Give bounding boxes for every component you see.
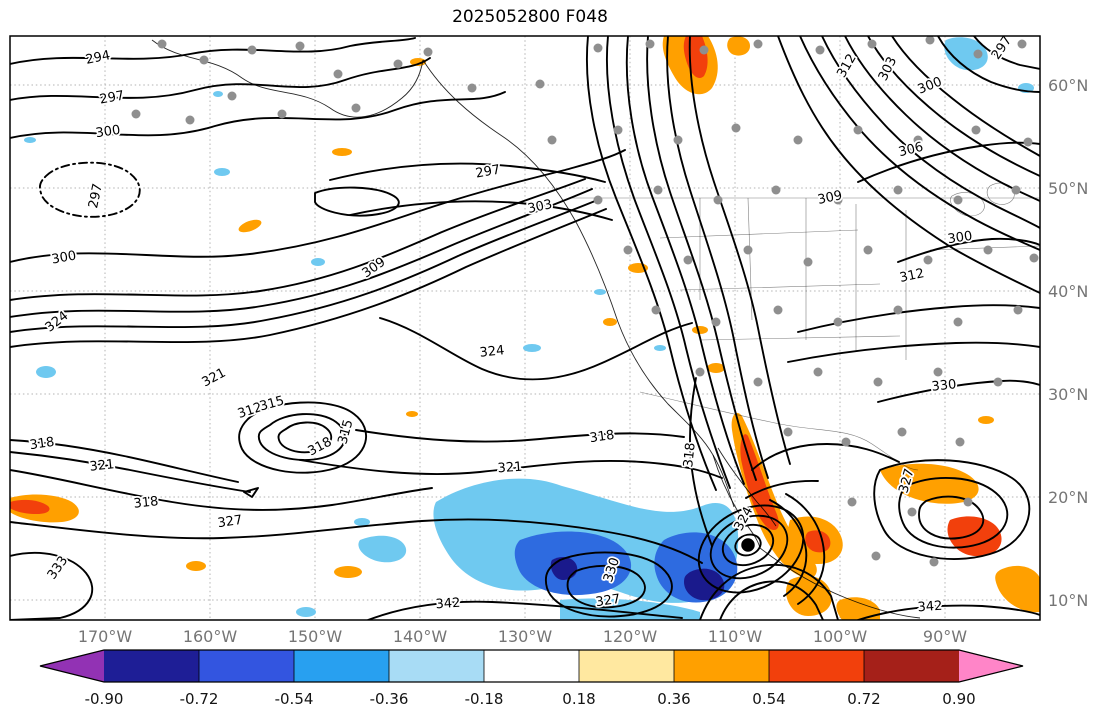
colorbar-segment [484, 650, 579, 682]
colorbar-tick-label: -0.54 [275, 690, 314, 708]
contour-label: 318 [681, 442, 699, 468]
contour-label: 342 [435, 596, 461, 613]
y-tick-label: 50°N [1048, 179, 1088, 198]
contour-label: 342 [917, 599, 943, 616]
colorbar-segment [294, 650, 389, 682]
contour-label: 297 [474, 162, 501, 181]
y-tick-label: 30°N [1048, 385, 1088, 404]
x-tick-label: 130°W [498, 627, 553, 646]
y-tick-label: 10°N [1048, 591, 1088, 610]
y-tick-label: 60°N [1048, 76, 1088, 95]
x-tick-label: 150°W [288, 627, 343, 646]
contour-label: 300 [947, 229, 974, 247]
x-tick-label: 140°W [393, 627, 448, 646]
contour-label: 297 [86, 182, 106, 209]
map-area: 294 297 300 297 300 324 318 321 318 327 … [10, 36, 1040, 620]
colorbar-tick-label: 0.90 [942, 690, 975, 708]
x-tick-label: 120°W [603, 627, 658, 646]
colorbar-segment [104, 650, 199, 682]
map-frame [9, 35, 1041, 621]
x-tick-label: 100°W [813, 627, 868, 646]
contour-label: 300 [95, 123, 122, 141]
contour-label: 309 [816, 188, 843, 208]
x-tick-label: 90°W [923, 627, 967, 646]
contour-label: 324 [479, 343, 505, 361]
colorbar-segment [389, 650, 484, 682]
colorbar-extend-right-arrow [959, 650, 1023, 682]
contour-label: 318 [133, 494, 159, 512]
flow-arrow [243, 487, 259, 498]
contour-label: 321 [89, 457, 115, 475]
colorbar-segment [864, 650, 959, 682]
contour-label: 318 [29, 435, 56, 453]
colorbar-segment [199, 650, 294, 682]
contour-label: 297 [98, 88, 125, 107]
colorbar-tick-label: -0.18 [465, 690, 504, 708]
contour-label: 321 [497, 460, 523, 477]
contour-label: 327 [217, 513, 244, 531]
storm-center-marker [738, 535, 758, 555]
latitude-axis: 60°N 50°N 40°N 30°N 20°N 10°N [1048, 76, 1088, 610]
colorbar-tick-label: 0.18 [562, 690, 595, 708]
contour-label: 300 [50, 248, 77, 267]
y-tick-label: 20°N [1048, 488, 1088, 507]
colorbar-tick-label: -0.36 [370, 690, 409, 708]
contour-label: 303 [526, 197, 553, 217]
x-tick-label: 160°W [183, 627, 238, 646]
x-tick-label: 170°W [78, 627, 133, 646]
contour-label: 312 [898, 266, 925, 286]
colorbar-extend-left-arrow [40, 650, 104, 682]
longitude-axis: 170°W 160°W 150°W 140°W 130°W 120°W 110°… [78, 627, 967, 646]
contour-labels: 294 297 300 297 300 324 318 321 318 327 … [27, 36, 1017, 617]
colorbar-segment [579, 650, 674, 682]
colorbar: -0.90 -0.72 -0.54 -0.36 -0.18 0.18 0.36 … [39, 649, 1024, 708]
colorbar-tick-label: 0.54 [752, 690, 785, 708]
y-tick-label: 40°N [1048, 282, 1088, 301]
x-tick-label: 110°W [708, 627, 763, 646]
contour-label: 318 [589, 428, 616, 446]
colorbar-segment [769, 650, 864, 682]
colorbar-outline [39, 649, 1024, 683]
figure-title: 2025052800 F048 [452, 7, 608, 27]
contour-label: 327 [595, 592, 622, 610]
colorbar-tick-label: 0.72 [847, 690, 880, 708]
colorbar-segment [674, 650, 769, 682]
station-dots [131, 36, 1039, 567]
colorbar-tick-label: 0.36 [657, 690, 690, 708]
colorbar-tick-label: -0.72 [180, 690, 219, 708]
colorbar-tick-label: -0.90 [85, 690, 124, 708]
contour-label: 330 [931, 377, 957, 395]
contour-label: 294 [84, 48, 111, 68]
